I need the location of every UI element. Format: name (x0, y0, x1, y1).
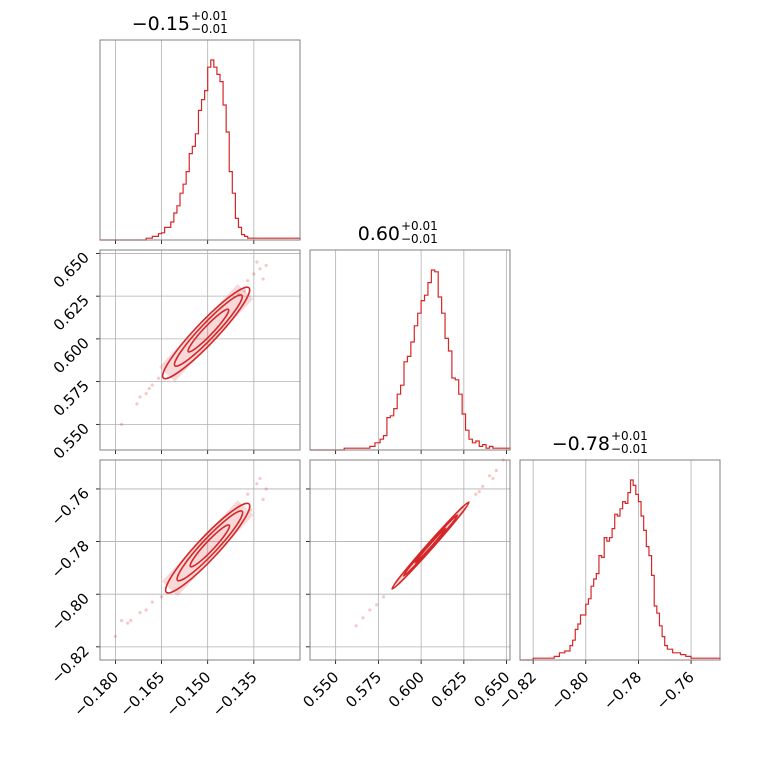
scatter-point (144, 391, 148, 396)
scatter-point (156, 376, 161, 380)
scatter-point (252, 272, 256, 276)
x-tick-label: −0.150 (163, 668, 215, 720)
panel-frame (519, 459, 721, 661)
scatter-point (494, 468, 498, 473)
histogram-step-1 (310, 269, 511, 451)
scatter-point (246, 279, 250, 283)
title-plus-error: +0.01 (191, 9, 228, 23)
y-tick-label: −0.78 (48, 537, 93, 582)
x-tick-label: −0.76 (653, 668, 698, 713)
scatter-point (375, 603, 379, 607)
scatter-point (261, 497, 265, 502)
contour-level-0 (164, 502, 251, 594)
contour-level-2 (414, 527, 447, 564)
scatter-point (354, 624, 358, 628)
title-value: 0.60 (358, 223, 400, 245)
scatter-point (243, 289, 247, 293)
scatter-point (477, 489, 481, 494)
x-tick-label: 0.625 (428, 668, 471, 711)
title-value: −0.78 (552, 433, 610, 455)
histogram-step-0 (100, 59, 301, 241)
scatter-point (159, 595, 164, 599)
x-tick-label: 0.550 (299, 668, 342, 711)
title-value: −0.15 (132, 13, 190, 35)
histogram-step-2 (520, 479, 721, 661)
scatter-point (135, 402, 139, 406)
scatter-point (119, 618, 124, 623)
panel-frame (99, 459, 301, 661)
y-tick-label: −0.76 (48, 484, 93, 529)
scatter-point (481, 484, 485, 488)
scatter-point (487, 474, 492, 478)
scatter-point (150, 600, 154, 604)
scatter-point (129, 618, 133, 623)
panel-frame (99, 249, 301, 451)
contour-level-1 (402, 514, 459, 577)
scatter-point (264, 263, 268, 267)
y-tick-label: −0.80 (48, 589, 93, 634)
panel-title-1: 0.60 +0.01−0.01 (358, 219, 438, 246)
scatter-point (144, 608, 148, 612)
scatter-point (258, 267, 262, 271)
y-tick-label: 0.600 (50, 334, 93, 377)
contour-level-0 (391, 501, 470, 590)
scatter-point (361, 616, 365, 620)
scatter-point (138, 395, 142, 399)
scatter-point (258, 476, 262, 481)
scatter-point (119, 422, 124, 426)
y-tick-label: 0.625 (50, 291, 93, 334)
scatter-point (381, 595, 386, 599)
y-tick-label: 0.550 (50, 419, 93, 462)
x-tick-label: −0.135 (209, 668, 261, 720)
x-tick-label: 0.575 (342, 668, 385, 711)
y-tick-label: 0.650 (50, 249, 93, 292)
scatter-point (113, 634, 117, 638)
scatter-point (255, 482, 259, 486)
panel-frame (309, 249, 511, 451)
scatter-point (255, 260, 259, 264)
title-plus-error: +0.01 (611, 429, 648, 443)
contour-level-2 (189, 524, 231, 568)
contour-level-0 (161, 286, 251, 380)
panel-title-2: −0.78 +0.01−0.01 (552, 429, 648, 456)
x-tick-label: −0.78 (600, 668, 645, 713)
scatter-point (474, 492, 478, 496)
x-tick-label: −0.180 (70, 668, 122, 720)
scatter-point (150, 383, 154, 387)
scatter-point (264, 487, 268, 491)
y-tick-label: 0.575 (50, 377, 93, 420)
scatter-point (246, 492, 250, 496)
contour-level-1 (176, 510, 244, 582)
x-tick-label: 0.600 (385, 668, 428, 711)
panel-frame (309, 459, 511, 661)
contour-level-2 (187, 308, 230, 353)
panel-title-0: −0.15 +0.01−0.01 (132, 9, 228, 36)
scatter-point (368, 608, 372, 612)
title-minus-error: −0.01 (611, 442, 648, 456)
scatter-point (126, 621, 130, 625)
x-tick-label: −0.165 (116, 668, 168, 720)
density-fill (394, 505, 467, 586)
x-tick-label: −0.80 (547, 668, 592, 713)
title-minus-error: −0.01 (401, 232, 438, 246)
title-plus-error: +0.01 (401, 219, 438, 233)
scatter-point (138, 611, 142, 615)
contour-level-1 (173, 294, 244, 368)
scatter-point (147, 386, 151, 391)
panel-frame (99, 39, 301, 241)
density-fill (159, 284, 254, 382)
scatter-point (261, 277, 265, 281)
title-minus-error: −0.01 (191, 22, 228, 36)
density-fill (161, 500, 254, 597)
scatter-point (491, 476, 495, 481)
y-tick-label: −0.82 (48, 642, 93, 687)
